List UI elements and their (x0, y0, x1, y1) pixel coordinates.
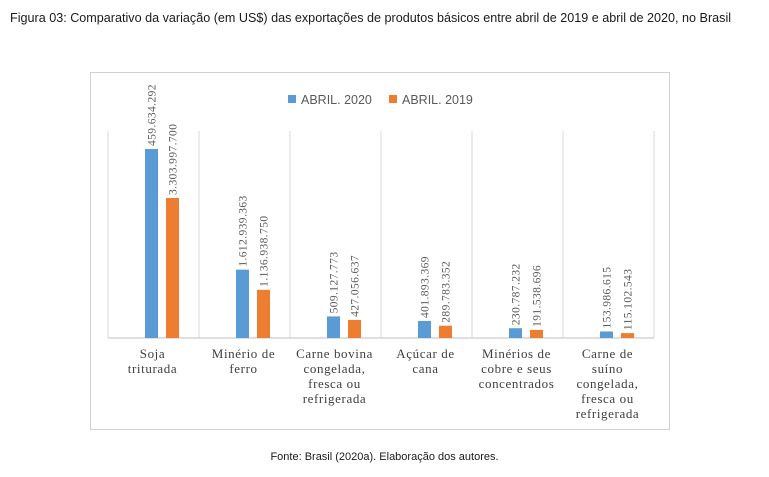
category-label: Açúcar de cana (380, 346, 471, 376)
bar-2020 (236, 269, 249, 338)
figure-source: Fonte: Brasil (2020a). Elaboração dos au… (270, 451, 499, 463)
bar-2020 (145, 149, 158, 338)
category-label: Minérios de cobre e seus concentrados (471, 346, 562, 391)
chart-area: ABRIL. 2020 ABRIL. 2019 459.634.292 1.612.9… (90, 72, 670, 430)
category-label-line: concentrados (478, 376, 555, 391)
data-label: 153.986.615 (602, 267, 614, 329)
category-label-line: cobre e seus (481, 361, 552, 376)
data-label: 115.102.543 (623, 269, 635, 330)
category-label-line: ferro (229, 361, 258, 376)
category-label: Carne bovina congelada, fresca ou refrigera… (289, 346, 380, 406)
data-label: 1.136.938.750 (259, 215, 271, 286)
data-label: 230.787.232 (511, 263, 523, 325)
category-label-line: triturada (127, 361, 178, 376)
category-label: Minério de ferro (198, 346, 289, 376)
data-label: 459.634.292 (147, 84, 159, 146)
legend-item-2020-swatch (288, 95, 296, 103)
category-label-line: refrigerada (575, 406, 640, 421)
category-label: Soja triturada (107, 346, 198, 376)
legend-item-2020-label: ABRIL. 2020 (301, 93, 372, 107)
category-label-line: Minério de (211, 346, 276, 361)
category-label-line: fresca ou (581, 391, 634, 406)
data-label: 191.538.696 (532, 265, 544, 327)
bar-chart: ABRIL. 2020 ABRIL. 2019 459.634.292 1.612.9… (107, 84, 655, 339)
legend-item-2019-label: ABRIL. 2019 (402, 93, 473, 107)
bar-2020 (418, 320, 431, 338)
bar-2019 (621, 333, 634, 338)
bar-2019 (257, 289, 270, 338)
category-label-line: Minérios de (481, 346, 552, 361)
data-label: 3.303.997.700 (168, 124, 180, 195)
category-label-line: fresca ou (308, 376, 361, 391)
data-label: 427.056.637 (350, 255, 362, 317)
category-label-line: refrigerada (302, 391, 367, 406)
bar-2020 (600, 331, 613, 338)
category-label-line: cana (412, 361, 439, 376)
category-label-line: Carne bovina (296, 346, 373, 361)
figure-title: Figura 03: Comparativo da variação (em U… (10, 11, 732, 25)
category-label-line: Soja (139, 346, 166, 361)
bar-2019 (439, 325, 452, 338)
data-label: 509.127.773 (329, 252, 341, 314)
bar-2019 (530, 329, 543, 338)
category-label-line: congelada, (303, 361, 366, 376)
category-label-line: suíno (591, 361, 624, 376)
bar-2019 (348, 319, 361, 338)
category-label: Carne de suíno congelada, fresca ou refriger… (562, 346, 653, 421)
bar-2020 (327, 316, 340, 338)
data-label: 1.612.939.363 (238, 195, 250, 266)
data-label: 289.783.352 (441, 261, 453, 323)
category-label-line: Carne de (581, 346, 634, 361)
bar-2019 (166, 197, 179, 338)
legend-item-2019-swatch (389, 95, 397, 103)
category-label-line: congelada, (576, 376, 639, 391)
category-label-line: Açúcar de (396, 346, 455, 361)
data-label: 401.893.369 (420, 256, 432, 318)
bar-2020 (509, 328, 522, 338)
